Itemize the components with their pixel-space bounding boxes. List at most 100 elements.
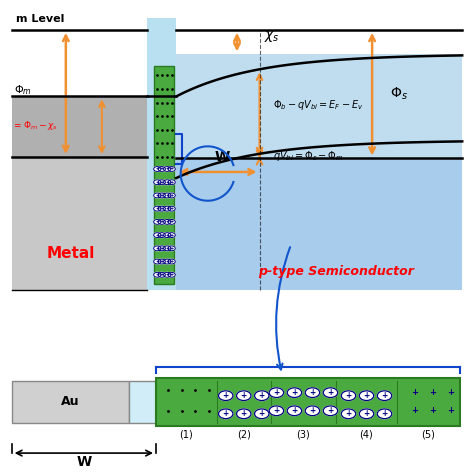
Text: +: + bbox=[155, 246, 159, 251]
Text: +: + bbox=[310, 388, 316, 397]
Text: +: + bbox=[155, 219, 159, 224]
Circle shape bbox=[164, 233, 171, 237]
Circle shape bbox=[154, 273, 161, 277]
Circle shape bbox=[377, 391, 392, 401]
Circle shape bbox=[158, 233, 165, 237]
Circle shape bbox=[164, 246, 171, 251]
Text: +: + bbox=[346, 391, 352, 400]
Circle shape bbox=[154, 233, 161, 237]
Circle shape bbox=[168, 273, 175, 277]
Circle shape bbox=[341, 409, 356, 419]
Text: +: + bbox=[160, 206, 164, 211]
Bar bbox=[12, 97, 147, 157]
Text: +: + bbox=[165, 206, 169, 211]
Text: +: + bbox=[170, 272, 174, 277]
Text: (5): (5) bbox=[421, 430, 436, 440]
Text: +: + bbox=[223, 391, 229, 400]
Text: +: + bbox=[165, 259, 169, 264]
Circle shape bbox=[164, 273, 171, 277]
Text: +: + bbox=[241, 410, 247, 418]
Circle shape bbox=[305, 388, 319, 398]
Circle shape bbox=[154, 180, 161, 185]
Text: Au: Au bbox=[61, 395, 80, 408]
Text: (2): (2) bbox=[237, 430, 251, 440]
Circle shape bbox=[158, 246, 165, 251]
Text: +: + bbox=[429, 388, 437, 397]
Circle shape bbox=[323, 406, 337, 416]
Circle shape bbox=[154, 259, 161, 264]
Text: +: + bbox=[411, 406, 419, 415]
Text: +: + bbox=[170, 246, 174, 251]
Text: +: + bbox=[170, 180, 174, 185]
Text: $\Phi_s$: $\Phi_s$ bbox=[390, 86, 408, 102]
Text: +: + bbox=[328, 406, 334, 415]
Bar bbox=[176, 54, 462, 290]
Circle shape bbox=[168, 219, 175, 224]
Text: +: + bbox=[165, 233, 169, 237]
Text: +: + bbox=[160, 272, 164, 277]
Text: +: + bbox=[165, 193, 169, 198]
Circle shape bbox=[341, 391, 356, 401]
Text: +: + bbox=[160, 233, 164, 237]
Circle shape bbox=[158, 193, 165, 198]
Circle shape bbox=[377, 409, 392, 419]
Text: +: + bbox=[155, 259, 159, 264]
Text: +: + bbox=[328, 388, 334, 397]
Text: +: + bbox=[382, 410, 388, 418]
Text: +: + bbox=[165, 272, 169, 277]
Circle shape bbox=[269, 406, 283, 416]
Circle shape bbox=[323, 388, 337, 398]
Circle shape bbox=[158, 259, 165, 264]
Text: p-type Semiconductor: p-type Semiconductor bbox=[258, 265, 414, 278]
Circle shape bbox=[154, 246, 161, 251]
Circle shape bbox=[287, 388, 301, 398]
Text: +: + bbox=[170, 219, 174, 224]
Circle shape bbox=[305, 406, 319, 416]
Text: (3): (3) bbox=[297, 430, 310, 440]
Circle shape bbox=[168, 259, 175, 264]
Circle shape bbox=[164, 259, 171, 264]
Text: +: + bbox=[346, 410, 352, 418]
Text: +: + bbox=[447, 388, 455, 397]
Circle shape bbox=[168, 206, 175, 211]
Text: +: + bbox=[160, 259, 164, 264]
Circle shape bbox=[255, 409, 269, 419]
Circle shape bbox=[168, 180, 175, 185]
Bar bbox=[154, 66, 174, 284]
Text: +: + bbox=[155, 180, 159, 185]
Text: +: + bbox=[160, 166, 164, 172]
Text: +: + bbox=[273, 406, 280, 415]
Text: $\chi_s$: $\chi_s$ bbox=[264, 28, 280, 44]
Circle shape bbox=[154, 206, 161, 211]
Text: +: + bbox=[259, 410, 265, 418]
Bar bbox=[12, 30, 147, 97]
Circle shape bbox=[168, 193, 175, 198]
Text: W: W bbox=[76, 455, 91, 469]
Text: W: W bbox=[215, 150, 230, 164]
Text: +: + bbox=[165, 180, 169, 185]
Text: +: + bbox=[155, 206, 159, 211]
Bar bbox=[129, 381, 156, 423]
Circle shape bbox=[158, 273, 165, 277]
Text: +: + bbox=[160, 246, 164, 251]
Circle shape bbox=[168, 233, 175, 237]
Text: +: + bbox=[165, 219, 169, 224]
Circle shape bbox=[164, 193, 171, 198]
Circle shape bbox=[164, 219, 171, 224]
Text: +: + bbox=[364, 410, 370, 418]
Bar bbox=[156, 377, 460, 426]
Text: +: + bbox=[160, 219, 164, 224]
Text: +: + bbox=[155, 193, 159, 198]
Text: +: + bbox=[292, 406, 298, 415]
Text: +: + bbox=[259, 391, 265, 400]
Text: +: + bbox=[447, 406, 455, 415]
Circle shape bbox=[287, 406, 301, 416]
Text: +: + bbox=[241, 391, 247, 400]
Circle shape bbox=[158, 180, 165, 185]
Circle shape bbox=[359, 391, 374, 401]
Text: +: + bbox=[411, 388, 419, 397]
Text: +: + bbox=[364, 391, 370, 400]
Text: +: + bbox=[310, 406, 316, 415]
Circle shape bbox=[237, 391, 251, 401]
Circle shape bbox=[154, 166, 161, 172]
